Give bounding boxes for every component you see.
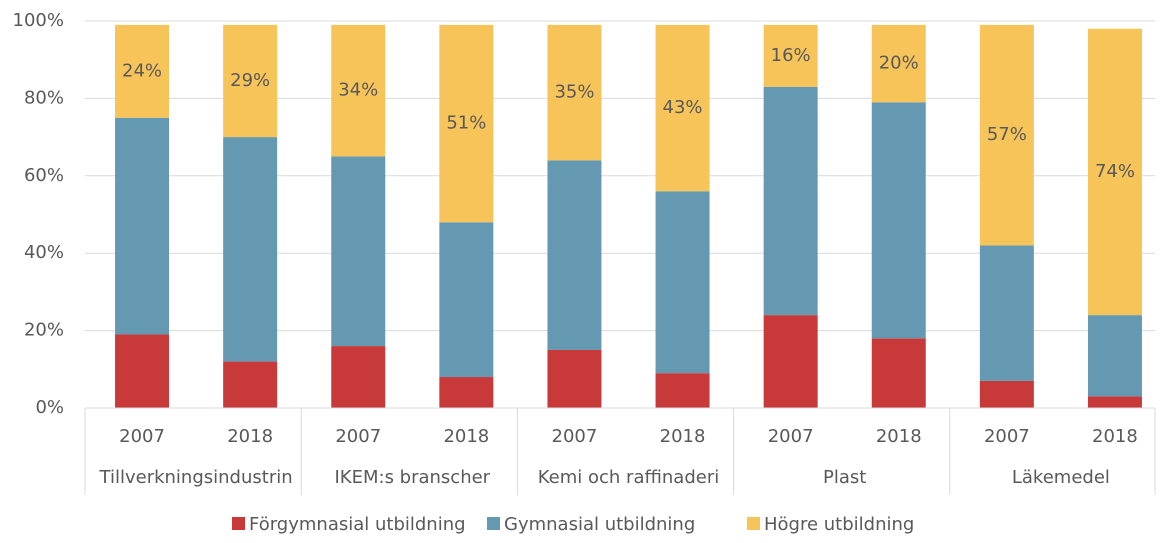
bar-segment [763, 315, 818, 408]
bar-segment [547, 160, 602, 350]
y-tick-label: 100% [13, 10, 64, 31]
bar-segment [1087, 315, 1142, 397]
group-label: IKEM:s branscher [334, 467, 490, 488]
bar-segment [871, 338, 926, 408]
x-tick-label: 2018 [660, 426, 706, 447]
bar-segment [547, 349, 602, 408]
bar-segment [223, 24, 278, 138]
bar-segment [979, 24, 1034, 246]
bar-segment [439, 222, 494, 378]
bar-segment [547, 24, 602, 161]
x-tick-label: 2007 [768, 426, 814, 447]
bar-segment [763, 24, 818, 87]
legend-swatch [747, 517, 760, 530]
bar-segment [331, 346, 386, 408]
bar-segment [655, 191, 710, 374]
legend-label: Högre utbildning [764, 514, 914, 535]
y-tick-label: 0% [35, 397, 64, 418]
bar-segment [115, 117, 170, 335]
bar-segment [1087, 28, 1142, 316]
bar-segment [979, 380, 1034, 408]
legend-label: Förgymnasial utbildning [249, 514, 466, 535]
data-label: 43% [663, 97, 703, 118]
bar-segment [979, 245, 1034, 381]
group-label: Kemi och raffinaderi [538, 467, 719, 488]
bar-segment [439, 24, 494, 223]
bar-segment [1087, 396, 1142, 408]
bar-segment [871, 102, 926, 339]
data-label: 51% [446, 113, 486, 134]
data-label: 74% [1095, 161, 1135, 182]
x-tick-label: 2018 [876, 426, 922, 447]
x-tick-label: 2007 [984, 426, 1030, 447]
x-tick-label: 2018 [443, 426, 489, 447]
y-tick-label: 20% [24, 320, 64, 341]
bar-segment [331, 156, 386, 347]
legend-swatch [487, 517, 500, 530]
group-label: Plast [823, 467, 866, 488]
bar-segment [655, 373, 710, 408]
bar-segment [763, 86, 818, 316]
data-label: 57% [987, 124, 1027, 145]
bar-segment [115, 334, 170, 408]
x-tick-label: 2007 [335, 426, 381, 447]
bar-segment [115, 24, 170, 118]
group-label: Läkemedel [1012, 467, 1110, 488]
bar-segment [223, 137, 278, 362]
legend-swatch [232, 517, 245, 530]
x-tick-label: 2018 [1092, 426, 1138, 447]
bar-segment [655, 24, 710, 192]
group-label: Tillverkningsindustrin [99, 467, 293, 488]
data-label: 35% [554, 82, 594, 103]
data-label: 29% [230, 70, 270, 91]
x-tick-label: 2018 [227, 426, 273, 447]
x-tick-label: 2007 [119, 426, 165, 447]
data-label: 24% [122, 60, 162, 81]
y-tick-label: 80% [24, 87, 64, 108]
data-label: 16% [771, 45, 811, 66]
y-tick-label: 60% [24, 165, 64, 186]
data-label: 34% [338, 80, 378, 101]
bar-segment [871, 24, 926, 103]
bar-segment [439, 377, 494, 408]
legend-label: Gymnasial utbildning [504, 514, 695, 535]
x-tick-label: 2007 [552, 426, 598, 447]
data-label: 20% [879, 53, 919, 74]
bar-segment [331, 24, 386, 157]
y-tick-label: 40% [24, 242, 64, 263]
bar-segment [223, 361, 278, 408]
